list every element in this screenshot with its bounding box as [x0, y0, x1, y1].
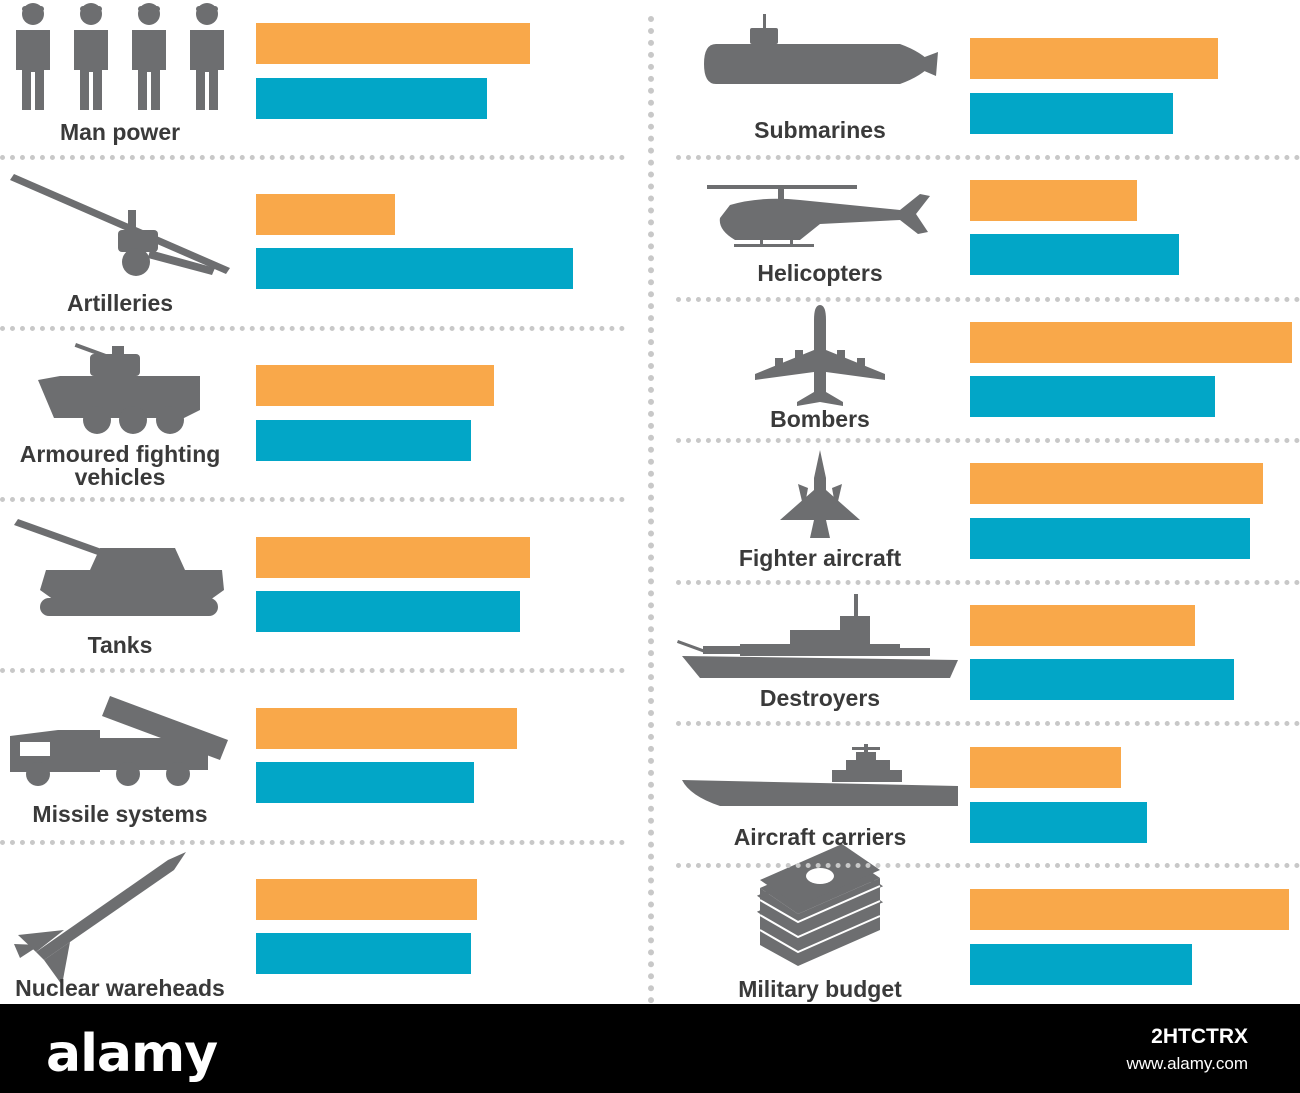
bar-b-bombers	[970, 376, 1215, 417]
aircraft-carrier-icon	[682, 744, 958, 806]
bar-b-helicopters	[970, 234, 1180, 275]
category-label-nuclear-wareheads: Nuclear wareheads	[15, 975, 225, 1001]
separator-right-3	[676, 580, 1300, 585]
bar-b-aircraft-carriers	[970, 802, 1148, 843]
bar-a-destroyers	[970, 605, 1196, 646]
bar-a-artilleries	[256, 194, 395, 235]
tank-icon	[14, 519, 224, 616]
soldiers-icon	[16, 3, 224, 110]
bar-a-submarines	[970, 38, 1218, 79]
category-label-helicopters: Helicopters	[757, 260, 883, 286]
bar-b-tanks	[256, 591, 520, 632]
destroyer-icon	[676, 594, 958, 678]
bar-b-armoured-fighting-vehicles	[256, 420, 471, 461]
bar-a-nuclear-wareheads	[256, 879, 478, 920]
bar-b-nuclear-wareheads	[256, 933, 471, 974]
footer-url: www.alamy.com	[1126, 1054, 1248, 1073]
bomber-icon	[755, 305, 885, 406]
separator-right-2	[676, 438, 1300, 443]
separator-right-5	[676, 863, 1300, 868]
category-label-destroyers: Destroyers	[759, 685, 881, 711]
bar-b-fighter-aircraft	[970, 518, 1251, 559]
separator-left-1	[0, 326, 625, 331]
category-label-artilleries: Artilleries	[66, 290, 174, 316]
chart: Man power Artilleries Armoured fighting ve…	[0, 3, 1300, 1004]
nuclear-missile-icon	[14, 852, 186, 985]
bar-a-man-power	[256, 23, 530, 64]
bar-a-helicopters	[970, 180, 1138, 221]
separator-right-1	[676, 297, 1300, 302]
icons-layer	[10, 3, 958, 985]
artillery-icon	[10, 174, 230, 276]
missile-launcher-icon	[10, 696, 228, 786]
category-label-submarines: Submarines	[754, 117, 886, 143]
separator-left-4	[0, 840, 625, 845]
helicopter-icon	[707, 185, 930, 247]
submarine-icon	[704, 14, 938, 84]
bar-a-armoured-fighting-vehicles	[256, 365, 494, 406]
bar-b-missile-systems	[256, 762, 474, 803]
separator-left-0	[0, 155, 625, 160]
category-label-bombers: Bombers	[770, 406, 870, 432]
bar-a-fighter-aircraft	[970, 463, 1264, 504]
category-label-man-power: Man power	[59, 119, 181, 145]
bar-a-missile-systems	[256, 708, 517, 749]
bar-a-bombers	[970, 322, 1292, 363]
bar-a-military-budget	[970, 889, 1289, 930]
separator-right-0	[676, 155, 1300, 160]
separator-left-3	[0, 668, 625, 673]
category-label-missile-systems: Missile systems	[32, 801, 208, 827]
category-label-tanks: Tanks	[87, 632, 153, 658]
bar-b-destroyers	[970, 659, 1235, 700]
category-label-military-budget: Military budget	[738, 976, 902, 1002]
category-label-armoured-fighting-vehicles: Armoured fighting vehicles	[19, 441, 221, 490]
bar-a-tanks	[256, 537, 530, 578]
footer-logo: alamy	[46, 1024, 218, 1084]
footer-image-id: 2HTCTRX	[1151, 1025, 1248, 1048]
bar-a-aircraft-carriers	[970, 747, 1122, 788]
bar-b-artilleries	[256, 248, 573, 289]
category-label-fighter-aircraft: Fighter aircraft	[738, 545, 902, 571]
category-label-aircraft-carriers: Aircraft carriers	[733, 824, 907, 850]
bar-b-military-budget	[970, 944, 1193, 985]
watermark-footer: alamy 2HTCTRX www.alamy.com	[0, 1004, 1300, 1093]
separator-vertical	[648, 16, 654, 1004]
separator-left-2	[0, 497, 625, 502]
fighter-jet-icon	[780, 450, 860, 538]
separator-right-4	[676, 721, 1300, 726]
armoured-vehicle-icon	[38, 343, 200, 434]
bar-b-man-power	[256, 78, 487, 119]
bar-b-submarines	[970, 93, 1173, 134]
